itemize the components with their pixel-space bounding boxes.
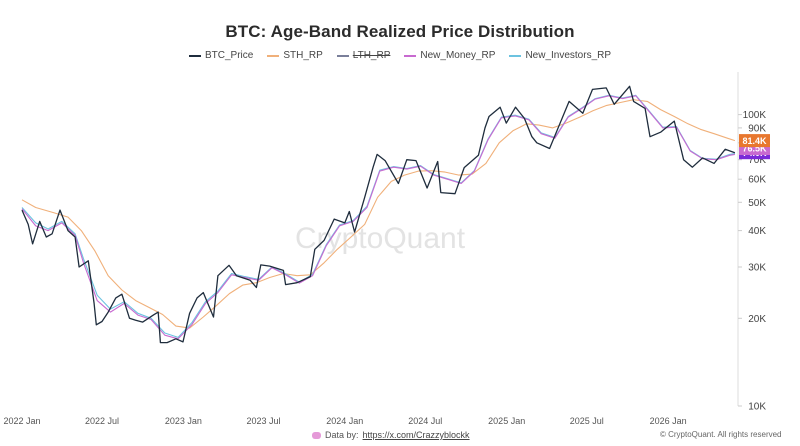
- legend-label: New_Money_RP: [420, 50, 496, 61]
- legend-swatch: [404, 54, 417, 57]
- watermark-text: CryptoQuant: [295, 222, 466, 255]
- legend-item-lth-rp[interactable]: LTH_RP: [336, 50, 391, 61]
- last-value-badge: [739, 134, 770, 148]
- x-tick-label: 2022 Jan: [3, 416, 40, 426]
- x-tick-label: 2025 Jan: [488, 416, 525, 426]
- legend-swatch: [336, 54, 349, 57]
- x-tick-label: 2024 Jul: [408, 416, 442, 426]
- y-tick-label: 60K: [748, 175, 766, 186]
- chart-title: BTC: Age-Band Realized Price Distributio…: [225, 22, 575, 41]
- x-tick-label: 2022 Jul: [85, 416, 119, 426]
- series-line-sth-rp: [21, 99, 736, 329]
- legend-swatch: [267, 54, 280, 57]
- copyright-text: © CryptoQuant. All rights reserved: [660, 430, 782, 439]
- source-icon: [312, 431, 321, 439]
- source-link[interactable]: https://x.com/Crazzyblockk: [362, 430, 470, 440]
- last-value-badge-label: 81.4K: [742, 136, 767, 146]
- series-line-new-investors-rp: [21, 94, 735, 338]
- legend-label: New_Investors_RP: [525, 50, 612, 61]
- y-tick-label: 100K: [743, 110, 767, 121]
- x-tick-label: 2023 Jan: [165, 416, 202, 426]
- y-tick-label: 70K: [748, 155, 766, 166]
- data-source: Data by: https://x.com/Crazzyblockk: [312, 430, 470, 440]
- legend-item-new-investors-rp[interactable]: New_Investors_RP: [509, 50, 611, 61]
- x-tick-label: 2024 Jan: [326, 416, 363, 426]
- chart-legend: BTC_Price STH_RP LTH_RP New_Money_RP New_Inv…: [0, 50, 800, 61]
- x-tick-label: 2025 Jul: [570, 416, 604, 426]
- x-tick-label: 2023 Jul: [246, 416, 280, 426]
- y-tick-label: 10K: [748, 402, 766, 413]
- y-tick-label: 50K: [748, 198, 766, 209]
- legend-label: LTH_RP: [352, 50, 391, 61]
- legend-swatch: [188, 54, 201, 57]
- legend-label: STH_RP: [283, 50, 323, 61]
- legend-item-sth-rp[interactable]: STH_RP: [267, 50, 323, 61]
- series-line-new-money-rp: [21, 95, 735, 340]
- y-tick-label: 40K: [748, 226, 766, 237]
- series-line-btc-price: [21, 85, 736, 344]
- legend-item-new-money-rp[interactable]: New_Money_RP: [404, 50, 495, 61]
- y-tick-label: 90K: [748, 123, 766, 134]
- source-prefix: Data by:: [325, 430, 359, 440]
- last-value-badge-label: 76.5K: [742, 144, 767, 154]
- legend-item-btc-price[interactable]: BTC_Price: [188, 50, 254, 61]
- y-tick-label: 20K: [748, 314, 766, 325]
- legend-label: BTC_Price: [204, 50, 254, 61]
- legend-swatch: [509, 54, 522, 57]
- y-tick-label: 30K: [748, 263, 766, 274]
- x-tick-label: 2026 Jan: [650, 416, 687, 426]
